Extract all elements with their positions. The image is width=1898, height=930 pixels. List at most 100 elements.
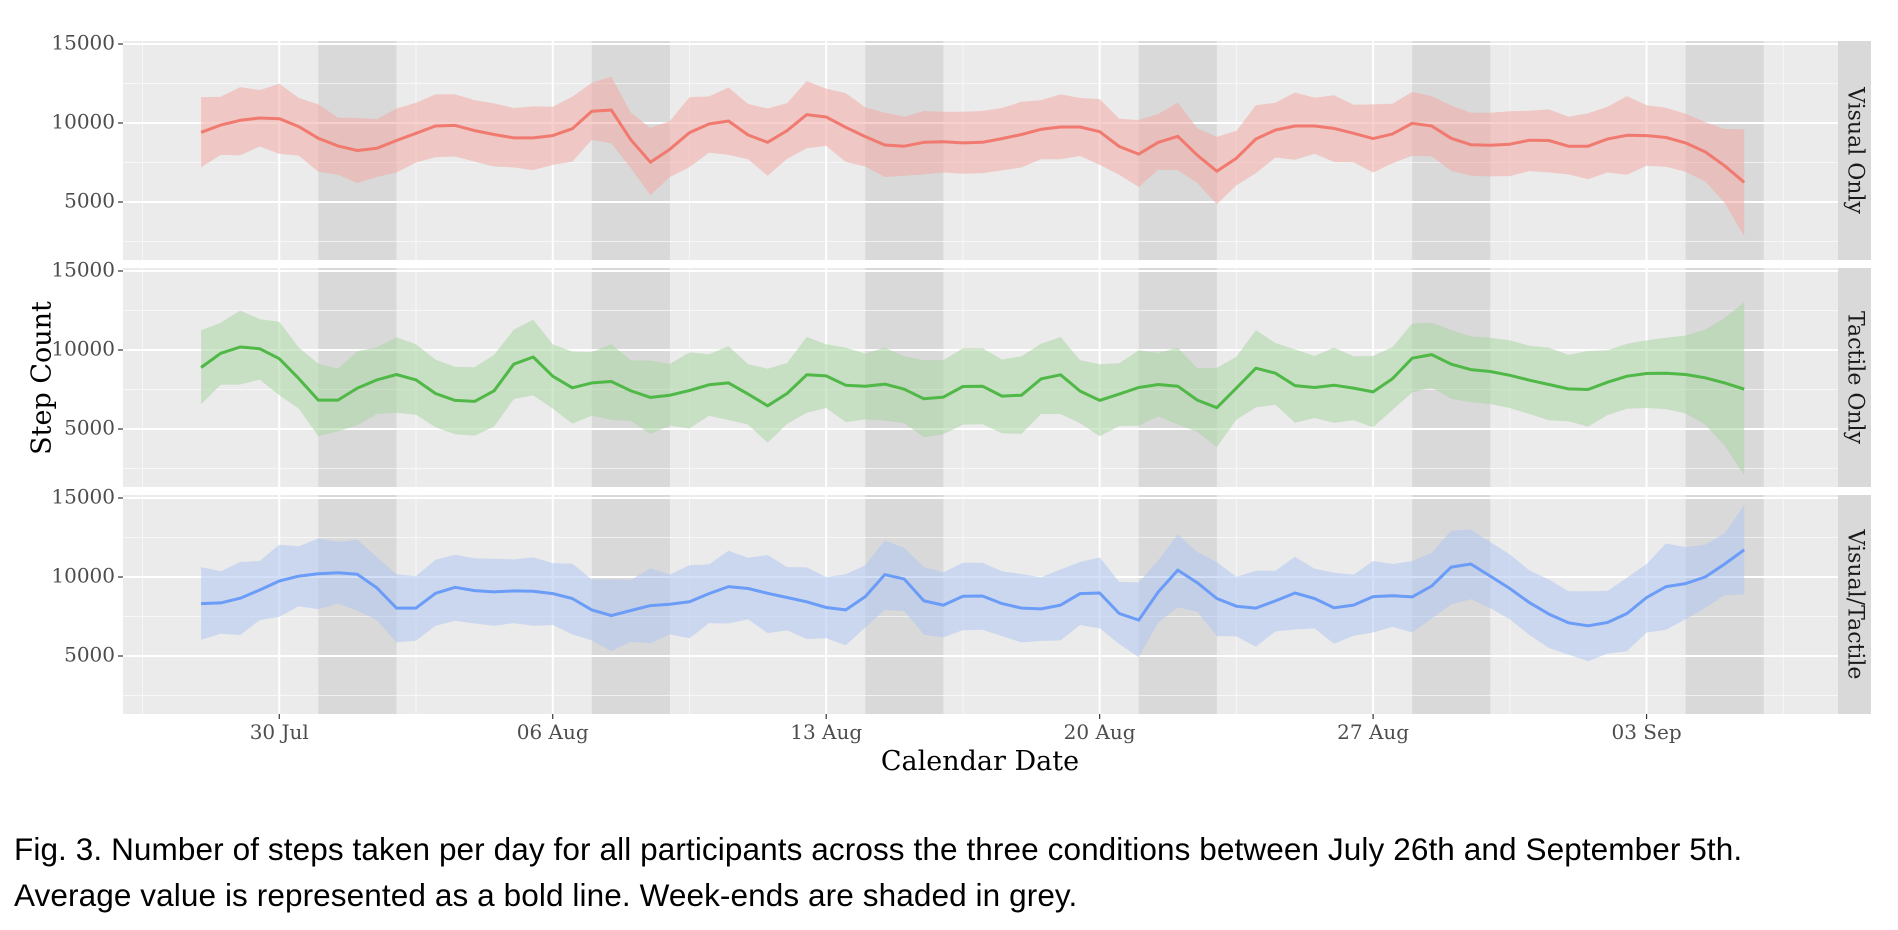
mean-point (532, 137, 534, 139)
y-tick-label: 5000 (64, 189, 115, 213)
mean-point (766, 141, 768, 143)
mean-point (1587, 625, 1589, 627)
mean-point (1587, 145, 1589, 147)
mean-point (571, 387, 573, 389)
mean-point (1020, 394, 1022, 396)
mean-point (1704, 377, 1706, 379)
mean-point (610, 109, 612, 111)
mean-point (786, 129, 788, 131)
mean-point (1333, 127, 1335, 129)
mean-point (1684, 142, 1686, 144)
mean-point (200, 366, 202, 368)
mean-point (239, 346, 241, 348)
mean-point (630, 390, 632, 392)
mean-point (1157, 141, 1159, 143)
mean-point (981, 141, 983, 143)
mean-point (376, 379, 378, 381)
mean-point (1606, 621, 1608, 623)
mean-point (434, 392, 436, 394)
mean-point (1196, 582, 1198, 584)
mean-point (591, 382, 593, 384)
mean-point (1372, 137, 1374, 139)
mean-point (1684, 582, 1686, 584)
mean-point (864, 135, 866, 137)
x-tick-label: 13 Aug (790, 720, 862, 744)
mean-point (473, 400, 475, 402)
mean-point (259, 348, 261, 350)
y-tick-label: 15000 (51, 31, 115, 55)
mean-point (1352, 387, 1354, 389)
mean-point (513, 363, 515, 365)
mean-point (1177, 385, 1179, 387)
x-tick-label: 03 Sep (1611, 720, 1681, 744)
mean-point (1001, 395, 1003, 397)
mean-point (395, 607, 397, 609)
mean-point (337, 145, 339, 147)
mean-point (806, 374, 808, 376)
mean-point (1567, 145, 1569, 147)
confidence-ribbon (201, 302, 1745, 476)
mean-point (259, 589, 261, 591)
mean-point (708, 592, 710, 594)
mean-point (1391, 133, 1393, 135)
mean-point (317, 573, 319, 575)
mean-point (708, 384, 710, 386)
mean-point (1235, 605, 1237, 607)
panels-layer: Visual Only Tactile Only Visual/Tactile (123, 41, 1871, 714)
mean-point (610, 614, 612, 616)
mean-point (1274, 372, 1276, 374)
mean-point (356, 149, 358, 151)
mean-point (1431, 353, 1433, 355)
facet-strip (1838, 41, 1871, 260)
mean-point (1138, 386, 1140, 388)
mean-point (552, 375, 554, 377)
mean-point (1099, 592, 1101, 594)
mean-point (1606, 381, 1608, 383)
mean-point (1059, 126, 1061, 128)
mean-point (1352, 604, 1354, 606)
mean-line (200, 108, 1746, 184)
mean-point (552, 592, 554, 594)
mean-point (1528, 601, 1530, 603)
mean-point (415, 379, 417, 381)
mean-point (884, 383, 886, 385)
mean-point (1645, 134, 1647, 136)
mean-point (1099, 131, 1101, 133)
mean-point (1548, 613, 1550, 615)
mean-point (278, 580, 280, 582)
mean-point (1567, 622, 1569, 624)
mean-point (1528, 379, 1530, 381)
mean-point (942, 141, 944, 143)
confidence-ribbon (201, 505, 1745, 662)
x-tick-label: 20 Aug (1064, 720, 1136, 744)
mean-point (298, 377, 300, 379)
mean-point (317, 137, 319, 139)
mean-point (1235, 387, 1237, 389)
mean-point (1626, 134, 1628, 136)
mean-point (1567, 388, 1569, 390)
facet-strip (1838, 268, 1871, 487)
mean-point (864, 385, 866, 387)
x-tick-label: 06 Aug (517, 720, 589, 744)
mean-point (1509, 143, 1511, 145)
mean-point (1352, 132, 1354, 134)
mean-point (1001, 137, 1003, 139)
mean-point (747, 134, 749, 136)
mean-point (1274, 129, 1276, 131)
mean-point (1489, 575, 1491, 577)
mean-point (845, 126, 847, 128)
mean-point (220, 352, 222, 354)
mean-point (1138, 153, 1140, 155)
mean-point (1411, 357, 1413, 359)
y-tick-label: 10000 (51, 564, 115, 588)
mean-point (1743, 549, 1745, 551)
mean-point (1411, 122, 1413, 124)
mean-point (1216, 597, 1218, 599)
mean-point (493, 591, 495, 593)
mean-point (806, 113, 808, 115)
y-tick-label: 5000 (64, 643, 115, 667)
y-tick-label: 10000 (51, 110, 115, 134)
mean-point (669, 394, 671, 396)
mean-point (1216, 170, 1218, 172)
mean-point (1255, 607, 1257, 609)
